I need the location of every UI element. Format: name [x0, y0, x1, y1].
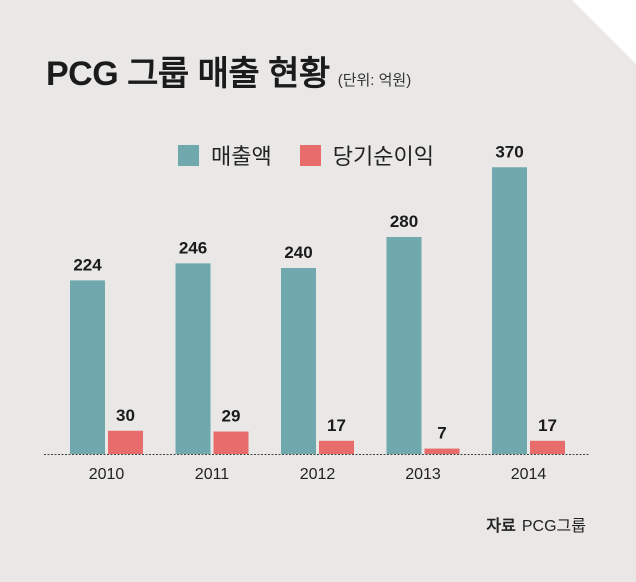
x-tick-label-2012: 2012 — [300, 466, 336, 483]
source-label: 자료 — [486, 518, 516, 535]
data-label-net-income-2014: 17 — [538, 416, 557, 435]
bar-net-income-2014 — [530, 440, 565, 454]
unit-label: (단위: 억원) — [337, 72, 412, 89]
bar-revenue-2014 — [492, 167, 527, 454]
legend-label-revenue: 매출액 — [211, 144, 272, 169]
x-tick-label-2014: 2014 — [511, 466, 547, 483]
legend-swatch-revenue — [178, 144, 199, 166]
source-note: 자료 PCG그룹 — [486, 512, 586, 536]
bar-net-income-2011 — [213, 431, 249, 454]
data-label-revenue-2011: 246 — [179, 238, 207, 257]
chart-title: PCG 그룹 매출 현황 — [46, 55, 330, 93]
bar-revenue-2010 — [70, 280, 105, 454]
legend-item-net-income: 당기순이익 — [299, 139, 434, 171]
legend-swatch-net-income — [299, 144, 321, 166]
source-text: PCG그룹 — [521, 518, 586, 535]
x-tick-label-2011: 2011 — [195, 466, 230, 483]
bar-revenue-2011 — [175, 263, 211, 454]
data-label-net-income-2010: 30 — [116, 406, 135, 425]
bar-net-income-2013 — [424, 448, 460, 454]
data-label-net-income-2013: 7 — [437, 424, 446, 443]
data-label-net-income-2011: 29 — [222, 407, 241, 426]
bar-revenue-2012 — [281, 268, 316, 454]
bar-net-income-2012 — [319, 440, 354, 454]
legend-label-net-income: 당기순이익 — [332, 144, 434, 169]
title-row: PCG 그룹 매출 현황 (단위: 억원) — [46, 46, 411, 95]
legend-item-revenue: 매출액 — [178, 139, 272, 171]
data-label-revenue-2013: 280 — [390, 212, 418, 231]
x-tick-label-2010: 2010 — [89, 466, 125, 483]
bar-revenue-2013 — [386, 237, 422, 454]
data-label-net-income-2012: 17 — [327, 416, 346, 435]
data-label-revenue-2010: 224 — [73, 255, 102, 274]
legend: 매출액 당기순이익 — [178, 139, 462, 171]
bar-net-income-2010 — [108, 430, 143, 454]
x-tick-label-2013: 2013 — [405, 466, 441, 483]
data-label-revenue-2014: 370 — [495, 142, 523, 161]
data-label-revenue-2012: 240 — [284, 243, 312, 262]
